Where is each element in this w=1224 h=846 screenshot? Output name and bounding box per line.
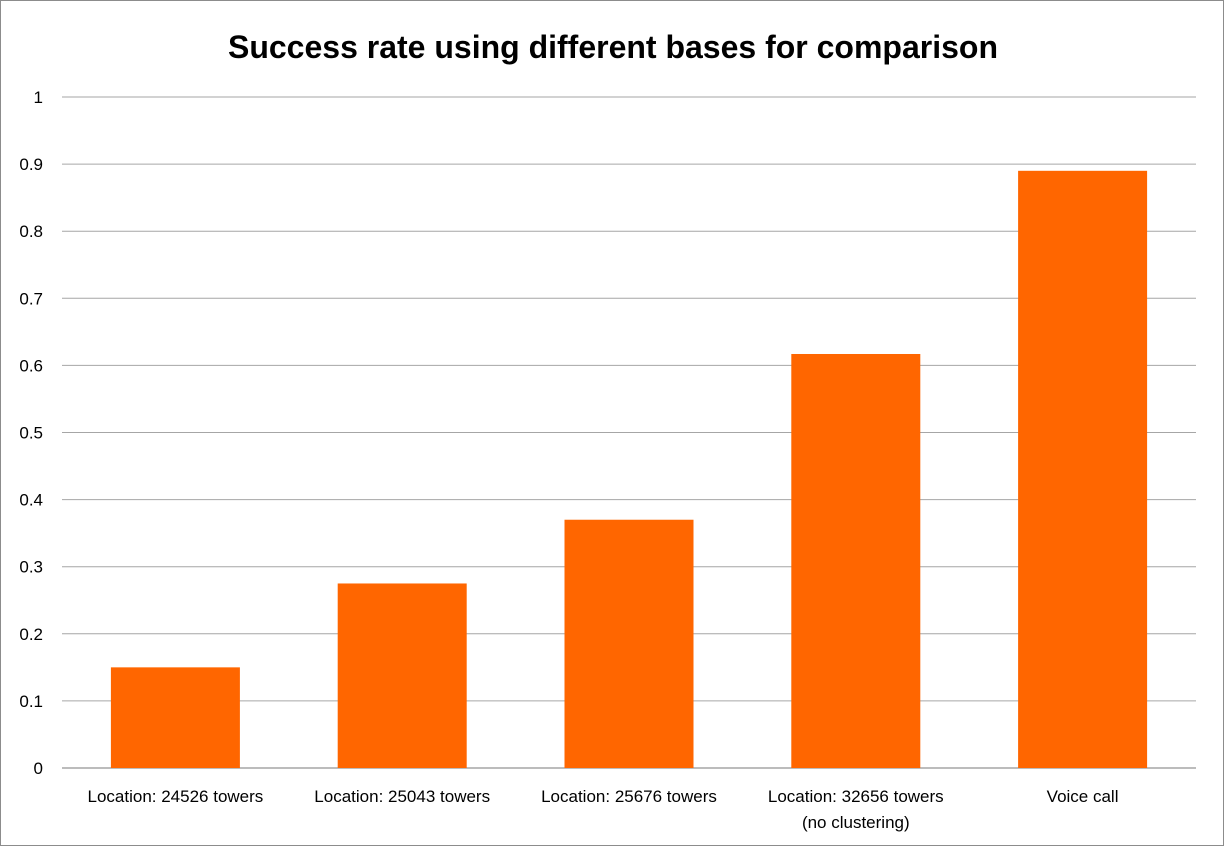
bar-4	[1018, 170, 1148, 768]
x-category-label: (no clustering)	[802, 813, 910, 832]
x-category-label: Location: 25676 towers	[541, 787, 717, 806]
x-axis-category-labels: Location: 24526 towers Location: 25043 to…	[88, 787, 1119, 832]
y-tick-label: 0.3	[19, 558, 43, 577]
x-category-label: Location: 32656 towers	[768, 787, 944, 806]
y-tick-label: 0.5	[19, 424, 43, 443]
y-tick-label: 0.2	[19, 625, 43, 644]
y-tick-label: 0	[34, 759, 43, 778]
x-category-label: Location: 25043 towers	[314, 787, 490, 806]
y-tick-label: 0.8	[19, 222, 43, 241]
bar-1	[337, 583, 467, 768]
bars	[110, 170, 1148, 768]
x-category-label: Voice call	[1047, 787, 1119, 806]
y-tick-label: 1	[34, 88, 43, 107]
bar-0	[110, 667, 240, 768]
y-tick-label: 0.4	[19, 491, 43, 510]
x-category-label: Location: 24526 towers	[88, 787, 264, 806]
y-tick-label: 0.6	[19, 356, 43, 375]
y-tick-label: 0.7	[19, 289, 43, 308]
y-tick-label: 0.9	[19, 155, 43, 174]
chart-title: Success rate using different bases for c…	[227, 29, 998, 65]
bar-3	[791, 353, 921, 768]
bar-2	[564, 519, 694, 768]
y-axis-tick-labels: 0 0.1 0.2 0.3 0.4 0.5 0.6 0.7 0.8 0.9 1	[19, 88, 43, 778]
y-tick-label: 0.1	[19, 692, 43, 711]
